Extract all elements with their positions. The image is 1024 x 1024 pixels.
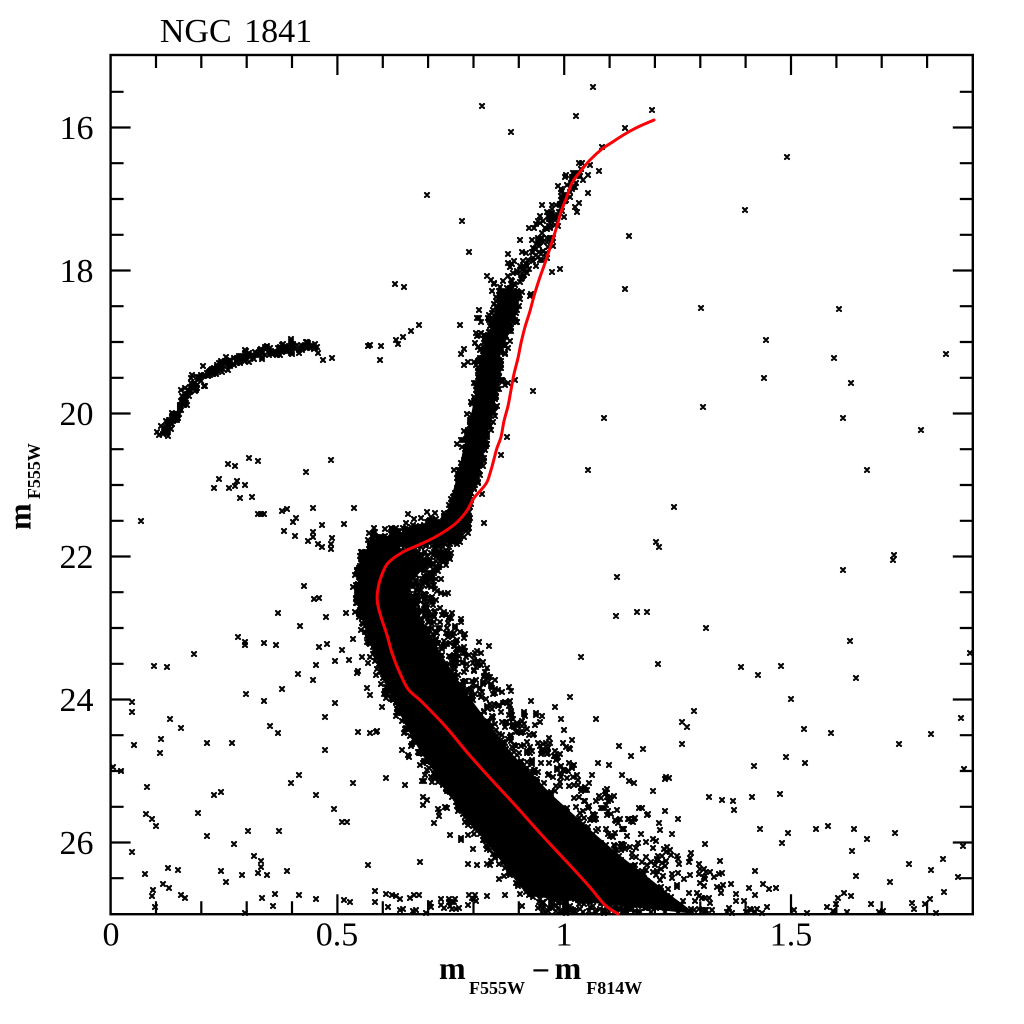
svg-text:m: m [555,950,582,986]
svg-text:16: 16 [60,110,94,147]
svg-text:20: 20 [60,396,94,433]
svg-text:24: 24 [60,682,94,719]
svg-text:F555W: F555W [469,978,525,998]
svg-text:0.5: 0.5 [316,917,359,954]
svg-text:NGC 1841: NGC 1841 [160,13,312,50]
svg-text:F814W: F814W [586,978,642,998]
svg-text:1.5: 1.5 [770,917,813,954]
svg-text:m: m [2,503,38,530]
svg-text:F555W: F555W [24,443,44,499]
svg-text:22: 22 [60,539,94,576]
svg-text:26: 26 [60,825,94,862]
svg-text:−: − [532,952,550,988]
svg-text:0: 0 [103,917,120,954]
svg-text:18: 18 [60,253,94,290]
svg-text:1: 1 [556,917,573,954]
svg-text:m: m [439,950,466,986]
